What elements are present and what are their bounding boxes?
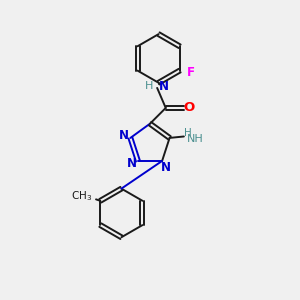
Text: NH: NH [187, 134, 203, 144]
Text: N: N [159, 80, 169, 93]
Text: F: F [187, 65, 195, 79]
Text: N: N [127, 157, 136, 170]
Text: H: H [184, 128, 192, 138]
Text: CH$_3$: CH$_3$ [70, 190, 92, 203]
Text: N: N [119, 129, 129, 142]
Text: H: H [145, 82, 153, 92]
Text: N: N [160, 161, 170, 174]
Text: O: O [184, 101, 195, 114]
